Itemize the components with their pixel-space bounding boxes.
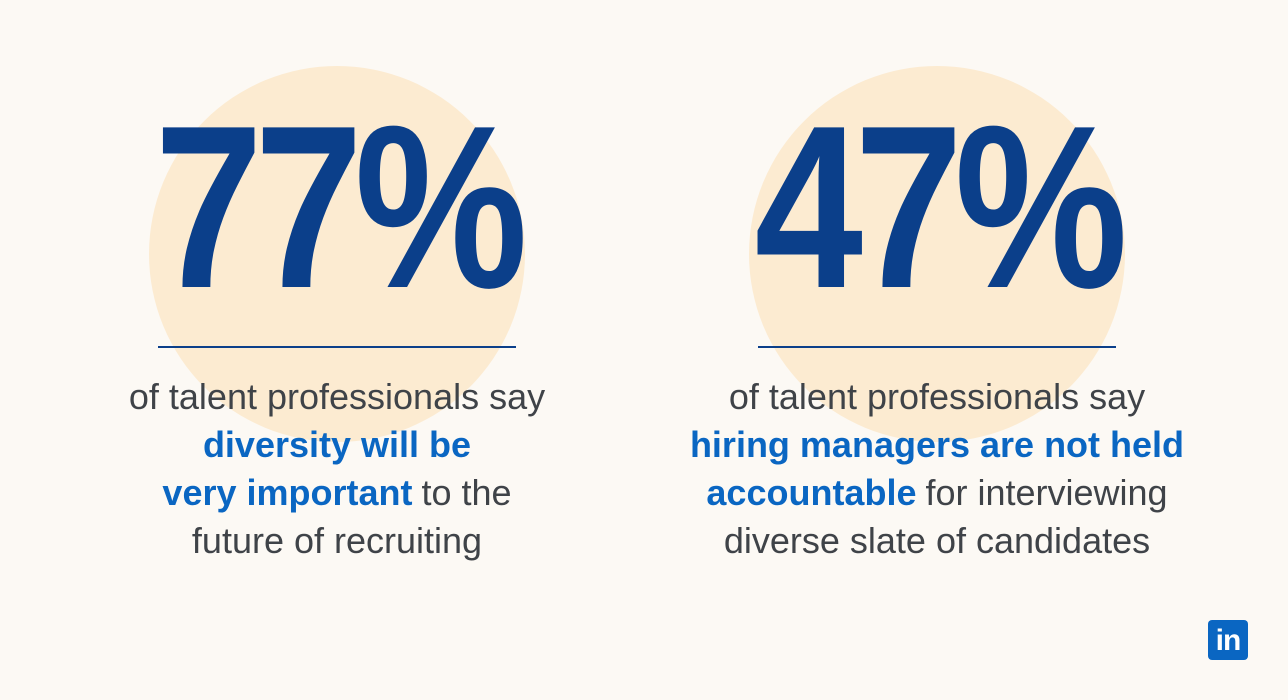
body-text: to the bbox=[421, 472, 512, 513]
stat-value: 77% bbox=[154, 78, 528, 337]
divider bbox=[158, 346, 516, 348]
stat-description: of talent professionals say hiring manage… bbox=[637, 373, 1237, 565]
body-text: for interviewing bbox=[925, 472, 1168, 513]
stat-block: 77% of talent professionals say diversity … bbox=[37, 0, 637, 700]
description-line: of talent professionals say bbox=[637, 373, 1237, 421]
description-line: diverse slate of candidates bbox=[637, 517, 1237, 565]
description-line: diversity will be bbox=[37, 421, 637, 469]
background-circle bbox=[749, 66, 1125, 442]
highlight-text: hiring managers are not held bbox=[689, 424, 1185, 465]
body-text: of talent professionals say bbox=[128, 376, 546, 417]
highlight-text: accountable bbox=[706, 472, 917, 513]
stat-value: 47% bbox=[754, 78, 1128, 337]
body-text: diverse slate of candidates bbox=[723, 520, 1151, 561]
stat-block: 47% of talent professionals say hiring man… bbox=[637, 0, 1237, 700]
highlight-text: diversity will be bbox=[202, 424, 472, 465]
description-line: of talent professionals say bbox=[37, 373, 637, 421]
highlight-text: very important bbox=[162, 472, 413, 513]
stat-description: of talent professionals say diversity wil… bbox=[37, 373, 637, 565]
description-line: hiring managers are not held bbox=[637, 421, 1237, 469]
linkedin-logo: in bbox=[1208, 620, 1248, 660]
divider bbox=[758, 346, 1116, 348]
body-text: of talent professionals say bbox=[728, 376, 1146, 417]
description-line: accountable for interviewing bbox=[637, 469, 1237, 517]
body-text: future of recruiting bbox=[191, 520, 483, 561]
description-line: very important to the bbox=[37, 469, 637, 517]
description-line: future of recruiting bbox=[37, 517, 637, 565]
background-circle bbox=[149, 66, 525, 442]
